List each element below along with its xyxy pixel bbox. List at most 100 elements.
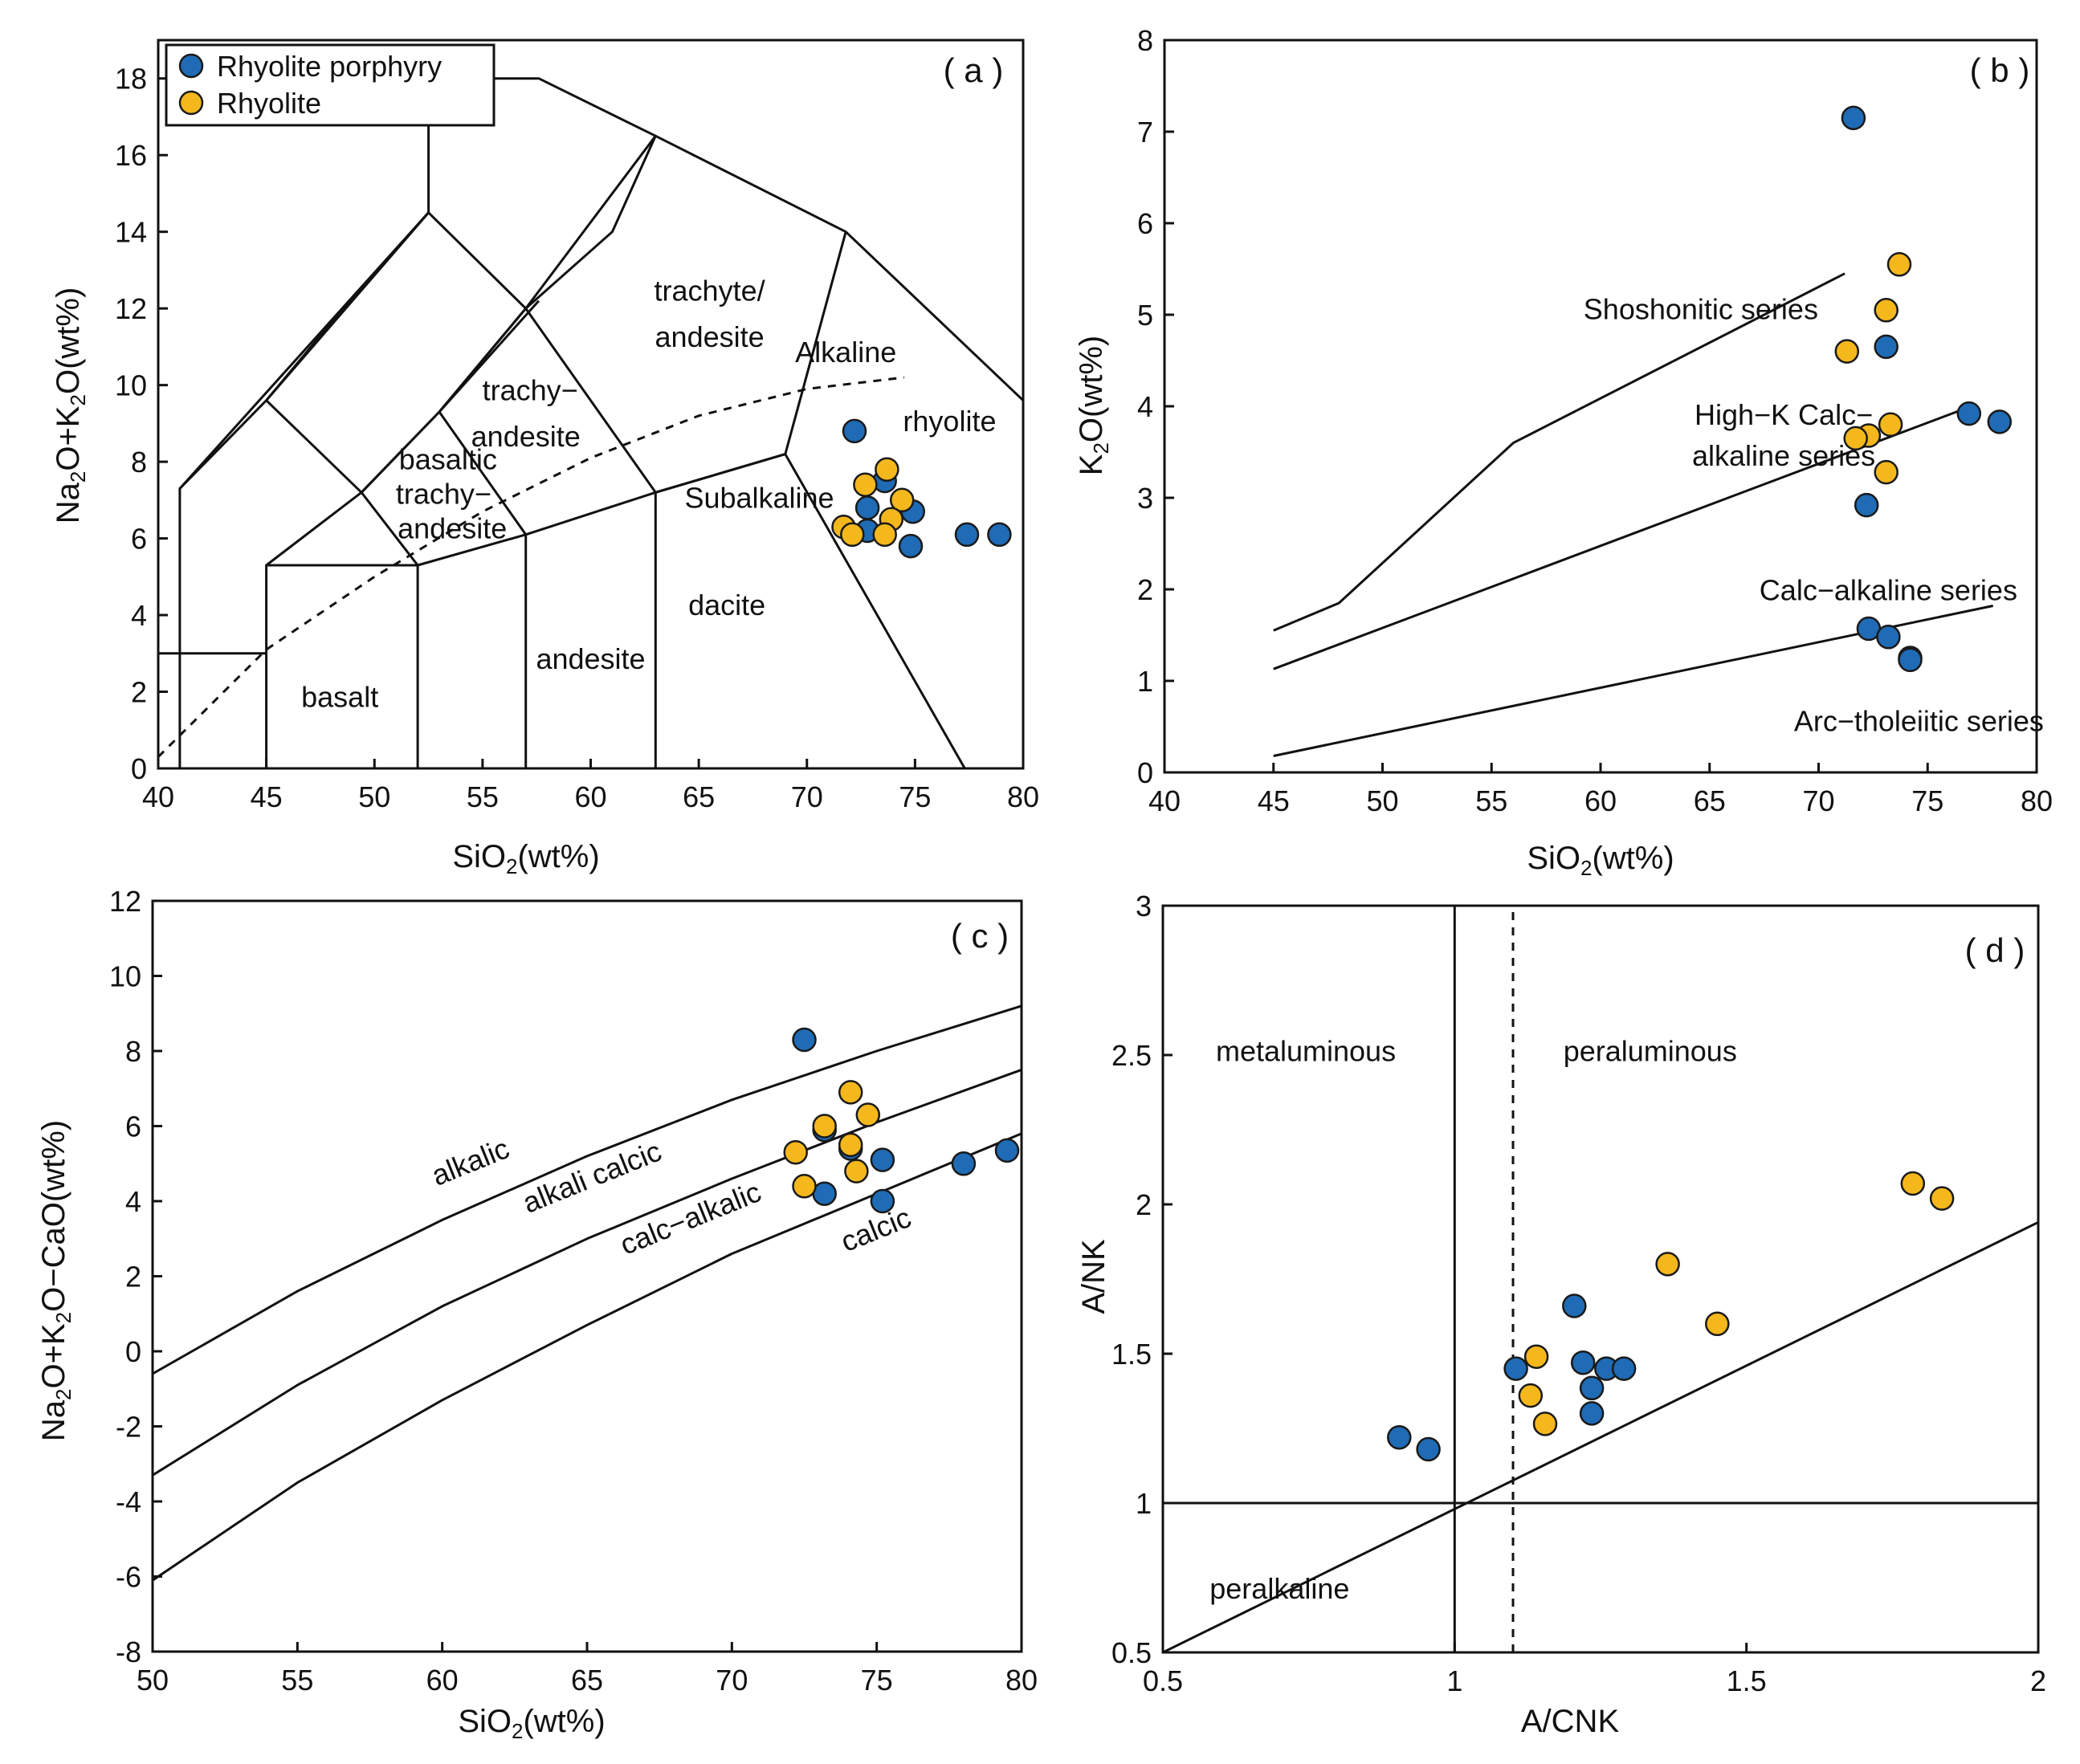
point-b-porphyry-0 <box>1841 105 1866 131</box>
x-tick-label-a-4: 60 <box>574 780 606 813</box>
field-label-d-2: peralkaline <box>1209 1572 1349 1605</box>
x-tick-label-d-0: 0.5 <box>1143 1664 1183 1697</box>
x-tick-label-b-4: 60 <box>1584 784 1617 817</box>
field-label-b-4: Arc−tholeiitic series <box>1794 705 2044 738</box>
point-d-porphyry-3 <box>1562 1293 1587 1318</box>
point-a-rhyolite-0 <box>875 457 899 482</box>
x-tick-label-d-3: 2 <box>2030 1664 2046 1697</box>
point-c-rhyolite-6 <box>792 1174 817 1199</box>
boundary-line-c-0 <box>153 1004 1022 1375</box>
y-tick-label-b-8: 8 <box>1137 24 1153 57</box>
field-label-a-1: andesite <box>655 320 765 353</box>
legend-porphyry-marker <box>178 53 204 79</box>
y-tick-label-c-10: 12 <box>109 885 141 918</box>
legend-box <box>165 43 496 127</box>
panel-a-ticks: 40 45 50 55 60 65 70 75 80 0 2 4 6 8 10 12 14 16 18 <box>115 63 1039 813</box>
y-tick-label-a-1: 2 <box>131 676 147 709</box>
point-b-rhyolite-0 <box>1886 252 1912 277</box>
panel-c-xlabel: SiO2(wt%) <box>458 1704 605 1743</box>
x-tick-label-b-5: 65 <box>1694 784 1726 817</box>
x-tick-label-d-1: 1 <box>1446 1664 1462 1697</box>
legend-rhyolite-marker <box>178 90 204 116</box>
point-c-rhyolite-2 <box>812 1114 837 1139</box>
x-tick-label-a-2: 50 <box>358 780 390 813</box>
panel-d-xlabel: A/CNK <box>1521 1704 1620 1739</box>
y-tick-label-c-4: 0 <box>125 1335 141 1368</box>
x-tick-label-a-7: 75 <box>899 780 931 813</box>
x-tick-label-a-5: 65 <box>683 780 715 813</box>
field-label-a-0: trachyte/ <box>655 275 765 308</box>
field-label-a-5: basaltic <box>399 443 497 476</box>
boundary-line-a-11 <box>784 453 966 768</box>
point-b-porphyry-3 <box>1987 409 2013 434</box>
panel-b-label: ( b ) <box>1970 51 2030 89</box>
point-b-rhyolite-5 <box>1843 426 1868 451</box>
panel-a-label: ( a ) <box>944 51 1004 89</box>
panel-b-xlabel: SiO2(wt%) <box>1527 841 1674 880</box>
field-label-a-2: Alkaline <box>795 336 896 369</box>
y-tick-label-a-8: 16 <box>115 139 147 172</box>
point-d-porphyry-6 <box>1611 1356 1637 1381</box>
panel-d-field-labels: metaluminous peraluminous peralkaline <box>1209 1034 1737 1605</box>
field-label-a-8: Subalkaline <box>684 481 834 514</box>
panel-b-k2o-diagram: Shoshonitic series High−K Calc− alkaline s… <box>1074 24 2053 880</box>
point-d-rhyolite-5 <box>1518 1383 1544 1408</box>
point-d-rhyolite-3 <box>1705 1311 1730 1337</box>
point-a-porphyry-5 <box>898 533 924 559</box>
field-label-a-3: trachy− <box>483 374 578 407</box>
y-tick-label-b-4: 4 <box>1137 390 1153 423</box>
boundary-line-d-2 <box>1163 1220 2038 1652</box>
point-c-rhyolite-3 <box>783 1139 808 1165</box>
panel-c-frame <box>151 899 1023 1653</box>
panel-a-points <box>831 418 1012 559</box>
y-tick-label-b-2: 2 <box>1137 573 1153 606</box>
panel-a-xlabel: SiO2(wt%) <box>452 839 599 878</box>
field-label-a-4: andesite <box>471 420 581 453</box>
dashed-divider-a-0 <box>158 376 905 758</box>
x-tick-label-c-0: 50 <box>137 1664 169 1697</box>
boundary-line-a-14 <box>438 299 540 414</box>
y-tick-label-d-3: 2 <box>1136 1188 1152 1221</box>
field-label-c-0: alkalic <box>427 1131 514 1192</box>
point-d-porphyry-4 <box>1570 1350 1596 1375</box>
y-tick-label-a-0: 0 <box>131 752 147 785</box>
y-tick-label-d-1: 1 <box>1136 1487 1152 1520</box>
point-d-porphyry-7 <box>1579 1375 1605 1401</box>
y-tick-label-d-5: 3 <box>1136 890 1152 923</box>
field-label-b-3: Calc−alkaline series <box>1760 574 2017 607</box>
point-c-porphyry-4 <box>870 1188 895 1214</box>
panel-b-points <box>1834 105 2013 673</box>
panel-a-field-labels: trachyte/andesite Alkaline trachy− andesite… <box>301 275 996 714</box>
point-a-porphyry-6 <box>954 522 980 548</box>
y-tick-label-b-6: 6 <box>1137 207 1153 240</box>
x-tick-label-a-8: 80 <box>1007 780 1039 813</box>
x-tick-label-b-0: 40 <box>1148 784 1181 817</box>
point-c-porphyry-0 <box>792 1027 817 1053</box>
panel-b-field-labels: Shoshonitic series High−K Calc− alkaline s… <box>1584 293 2044 738</box>
point-b-porphyry-8 <box>1898 647 1923 673</box>
y-tick-label-b-0: 0 <box>1137 756 1153 789</box>
field-label-d-0: metaluminous <box>1216 1034 1396 1067</box>
x-tick-label-b-2: 50 <box>1366 784 1398 817</box>
field-label-b-2: alkaline series <box>1692 439 1875 472</box>
panel-d-ticks: 0.5 1 1.5 2 0.5 1 1.5 2 2.5 3 <box>1111 890 2046 1697</box>
y-tick-label-c-6: 4 <box>125 1185 141 1218</box>
x-tick-label-a-6: 70 <box>791 780 823 813</box>
point-c-rhyolite-4 <box>838 1132 863 1158</box>
y-tick-label-c-5: 2 <box>125 1261 141 1293</box>
boundary-line-a-8 <box>438 411 527 536</box>
point-b-porphyry-4 <box>1854 492 1879 518</box>
point-a-rhyolite-5 <box>840 522 865 548</box>
boundary-line-a-7 <box>265 399 419 566</box>
point-d-rhyolite-4 <box>1523 1344 1549 1369</box>
y-tick-label-c-8: 8 <box>125 1035 141 1068</box>
y-tick-label-c-7: 6 <box>125 1110 141 1143</box>
x-tick-label-d-2: 1.5 <box>1727 1664 1767 1697</box>
field-label-a-7: andesite <box>398 512 507 545</box>
panel-d-points <box>1387 1171 1955 1462</box>
panel-d-frame <box>1161 904 2040 1654</box>
y-tick-label-d-2: 1.5 <box>1111 1338 1152 1371</box>
point-c-porphyry-5 <box>951 1151 977 1176</box>
y-tick-label-d-4: 2.5 <box>1111 1039 1152 1072</box>
